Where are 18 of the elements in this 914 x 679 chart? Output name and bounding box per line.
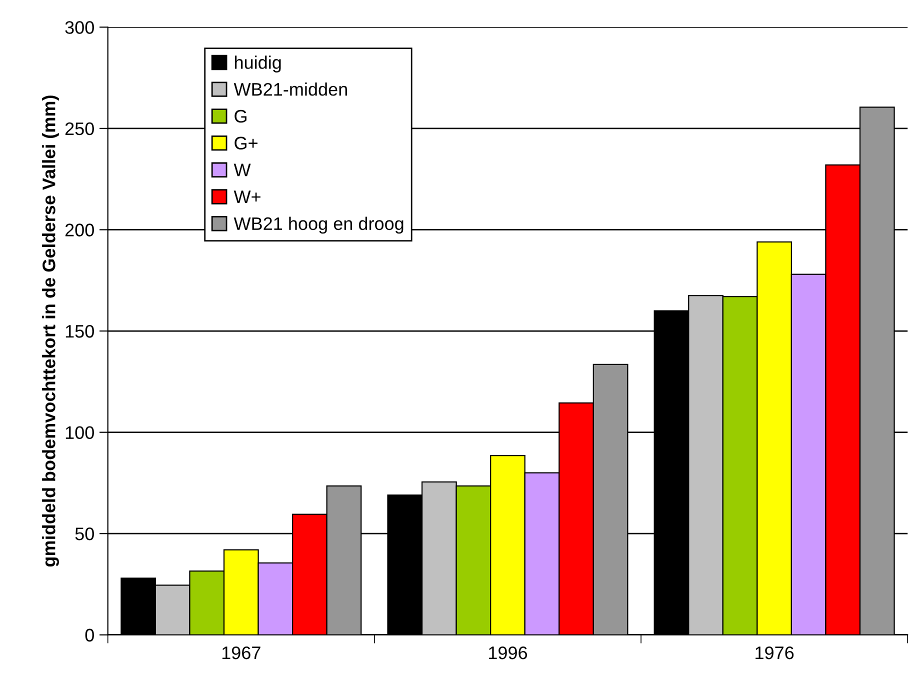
y-axis-title: gmiddeld bodemvochttekort in de Gelderse Vallei (mm) — [42, 96, 59, 567]
y-tick-label: 100 — [66, 426, 94, 440]
y-tick-label: 0 — [85, 628, 94, 642]
legend-label: WB21 hoog en droog — [234, 216, 404, 234]
y-tick-label: 200 — [65, 224, 94, 236]
legend-label: G+ — [234, 136, 258, 150]
legend-label: G — [234, 110, 246, 123]
x-tick-label: 1976 — [756, 646, 794, 660]
y-tick-label: 50 — [75, 528, 94, 540]
legend-label: huidig — [234, 56, 281, 72]
legend-label: WB21-midden — [234, 82, 347, 96]
y-tick-label: 300 — [65, 21, 94, 34]
y-tick-label: 150 — [66, 324, 94, 338]
legend-label: W+ — [234, 190, 260, 204]
x-tick-label: 1967 — [222, 646, 260, 660]
y-tick-label: 250 — [65, 122, 94, 136]
x-tick-label: 1996 — [489, 646, 528, 660]
legend-label: W — [234, 164, 251, 176]
